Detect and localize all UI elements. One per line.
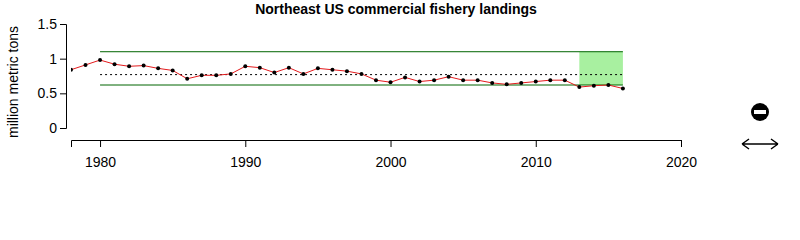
data-point xyxy=(432,78,436,82)
x-tick-mark xyxy=(536,140,537,147)
x-tick-label: 1990 xyxy=(230,154,261,170)
data-point xyxy=(272,71,276,75)
x-tick-mark xyxy=(245,140,246,147)
data-point xyxy=(563,78,567,82)
y-tick-mark xyxy=(60,128,66,129)
recent-period xyxy=(579,52,623,85)
data-point xyxy=(490,81,494,85)
data-point xyxy=(243,64,247,68)
data-point xyxy=(330,68,334,72)
data-point xyxy=(98,58,102,62)
y-tick-label: 0 xyxy=(49,120,57,136)
data-point xyxy=(621,86,625,90)
data-point xyxy=(316,66,320,70)
data-point xyxy=(548,78,552,82)
y-axis-title: million metric tons xyxy=(5,26,21,138)
title: Northeast US commercial fishery landings xyxy=(255,1,537,17)
level-icon xyxy=(742,139,778,149)
data-point xyxy=(476,78,480,82)
y-tick-mark xyxy=(60,59,66,60)
x-tick-label: 2000 xyxy=(375,154,406,170)
data-point xyxy=(447,75,451,79)
data-point xyxy=(505,82,509,86)
data-point xyxy=(185,77,189,81)
data-point xyxy=(156,66,160,70)
data-point xyxy=(534,80,538,84)
x-tick-label: 2020 xyxy=(666,154,697,170)
data-point xyxy=(301,72,305,76)
lower-line xyxy=(100,85,623,86)
chart: Northeast US commercial fishery landings… xyxy=(0,0,800,240)
data-point xyxy=(171,68,175,72)
y-axis: 0 0.5 1 1.5 xyxy=(38,16,67,136)
plot-area xyxy=(71,52,625,91)
y-tick-mark xyxy=(60,24,66,25)
data-point xyxy=(71,68,73,72)
data-point xyxy=(418,80,422,84)
x-axis-line xyxy=(72,141,682,148)
data-point xyxy=(287,66,291,70)
y-tick-label: 1 xyxy=(49,51,57,67)
y-tick: 1 xyxy=(49,51,66,67)
data-point xyxy=(113,62,117,66)
data-point xyxy=(200,73,204,77)
x-axis: 1980 1990 2000 2010 2020 xyxy=(72,140,698,170)
data-point xyxy=(229,72,233,76)
x-tick-mark xyxy=(681,140,682,147)
data-point xyxy=(519,81,523,85)
y-tick: 1.5 xyxy=(38,16,66,32)
data-point xyxy=(403,75,407,79)
trend-icons xyxy=(742,103,778,149)
data-point xyxy=(258,66,262,70)
data-point xyxy=(577,85,581,89)
data-point xyxy=(214,73,218,77)
data-point xyxy=(345,69,349,73)
data-point xyxy=(461,78,465,82)
data-point xyxy=(374,78,378,82)
x-tick: 2020 xyxy=(666,140,697,170)
x-tick-mark xyxy=(391,140,392,147)
data-point xyxy=(389,80,393,84)
y-axis-line xyxy=(60,25,67,129)
x-tick: 1980 xyxy=(85,140,116,170)
y-tick-label: 0.5 xyxy=(38,85,58,101)
data-point xyxy=(359,72,363,76)
trend-icon-bar xyxy=(754,110,766,114)
y-tick-mark xyxy=(60,93,66,94)
data-point xyxy=(606,83,610,87)
x-tick: 1990 xyxy=(230,140,261,170)
upper-line xyxy=(100,51,623,52)
x-tick-mark xyxy=(100,140,101,147)
x-tick: 2000 xyxy=(375,140,406,170)
x-tick-label: 1980 xyxy=(85,154,116,170)
data-point xyxy=(592,84,596,88)
series-line xyxy=(71,60,623,88)
x-tick-label: 2010 xyxy=(521,154,552,170)
y-tick: 0 xyxy=(49,120,66,136)
y-tick-label: 1.5 xyxy=(38,16,58,32)
data-point xyxy=(127,64,131,68)
trend-icon xyxy=(751,103,769,121)
data-point xyxy=(142,64,146,68)
data-point xyxy=(84,63,88,67)
x-tick: 2010 xyxy=(521,140,552,170)
y-tick: 0.5 xyxy=(38,85,66,101)
